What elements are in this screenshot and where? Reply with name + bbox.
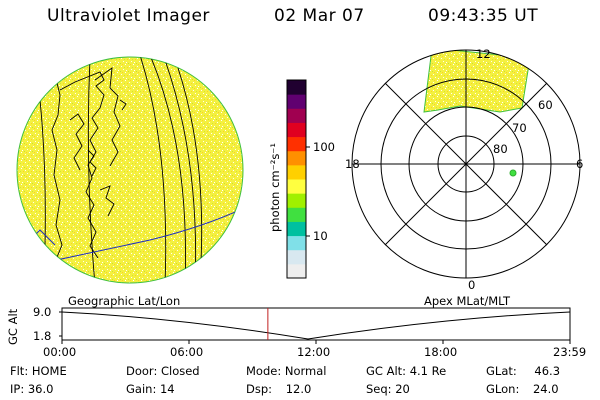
status-seq: Seq: 20 bbox=[366, 382, 410, 396]
earth-image bbox=[16, 56, 244, 284]
status-mode: Mode: Normal bbox=[246, 364, 327, 378]
status-door: Door: Closed bbox=[126, 364, 200, 378]
colorbar-segment bbox=[287, 207, 306, 222]
colorbar-segment bbox=[287, 193, 306, 208]
status-dsp: Dsp: 12.0 bbox=[246, 382, 312, 396]
mlt-label-18: 18 bbox=[345, 157, 360, 171]
mlat-label-60: 60 bbox=[538, 98, 553, 112]
time-label: 09:43:35 UT bbox=[428, 6, 539, 26]
colorbar-segment bbox=[287, 221, 306, 237]
satellite-position-marker bbox=[509, 169, 517, 177]
status-gc-alt: GC Alt: 4.1 Re bbox=[366, 364, 447, 378]
polar-plot bbox=[351, 49, 581, 279]
x-tick-0600: 06:00 bbox=[170, 345, 204, 359]
status-glat: GLat: 46.3 bbox=[486, 364, 561, 378]
timeline-plot bbox=[59, 307, 571, 344]
gc-alt-axis-label: GC Alt bbox=[6, 308, 20, 345]
colorbar-frame bbox=[286, 79, 307, 279]
colorbar bbox=[286, 79, 307, 279]
x-tick-0000: 00:00 bbox=[43, 345, 77, 359]
mlat-label-80: 80 bbox=[493, 142, 508, 156]
colorbar-segment bbox=[287, 80, 306, 95]
mlat-label-70: 70 bbox=[512, 121, 527, 135]
status-glon: GLon: 24.0 bbox=[486, 382, 559, 396]
colorbar-segment bbox=[287, 136, 306, 152]
date-label: 02 Mar 07 bbox=[274, 6, 365, 26]
colorbar-segment bbox=[287, 179, 306, 194]
app-title: Ultraviolet Imager bbox=[47, 6, 210, 26]
x-tick-1800: 18:00 bbox=[424, 345, 458, 359]
colorbar-segment bbox=[287, 235, 306, 251]
x-tick-1200: 12:00 bbox=[297, 345, 331, 359]
altitude-curve bbox=[61, 311, 571, 340]
geo-latlon-label: Geographic Lat/Lon bbox=[68, 294, 181, 308]
colorbar-segment bbox=[287, 108, 306, 123]
y-tick-9: 9.0 bbox=[33, 305, 52, 319]
colorbar-tick-label-100: 100 bbox=[313, 140, 335, 154]
colorbar-segment bbox=[287, 249, 306, 265]
colorbar-segment bbox=[287, 122, 306, 138]
mlt-label-6: 6 bbox=[576, 157, 584, 171]
status-ip: IP: 36.0 bbox=[10, 382, 54, 396]
status-flt: Flt: HOME bbox=[10, 364, 67, 378]
x-tick-2359: 23:59 bbox=[553, 345, 587, 359]
colorbar-tick-label-10: 10 bbox=[313, 229, 328, 243]
colorbar-unit-label: photon cm⁻²s⁻¹ bbox=[268, 143, 282, 232]
colorbar-segment bbox=[287, 94, 306, 109]
mlt-label-12: 12 bbox=[476, 47, 491, 61]
y-tick-1-8: 1.8 bbox=[33, 329, 52, 343]
colorbar-segment bbox=[287, 150, 306, 166]
colorbar-segment bbox=[287, 263, 306, 279]
mlt-label-0: 0 bbox=[468, 278, 476, 292]
status-gain: Gain: 14 bbox=[126, 382, 175, 396]
apex-mlat-mlt-label: Apex MLat/MLT bbox=[424, 294, 511, 308]
terminator-lines bbox=[39, 57, 203, 283]
colorbar-segment bbox=[287, 164, 306, 180]
